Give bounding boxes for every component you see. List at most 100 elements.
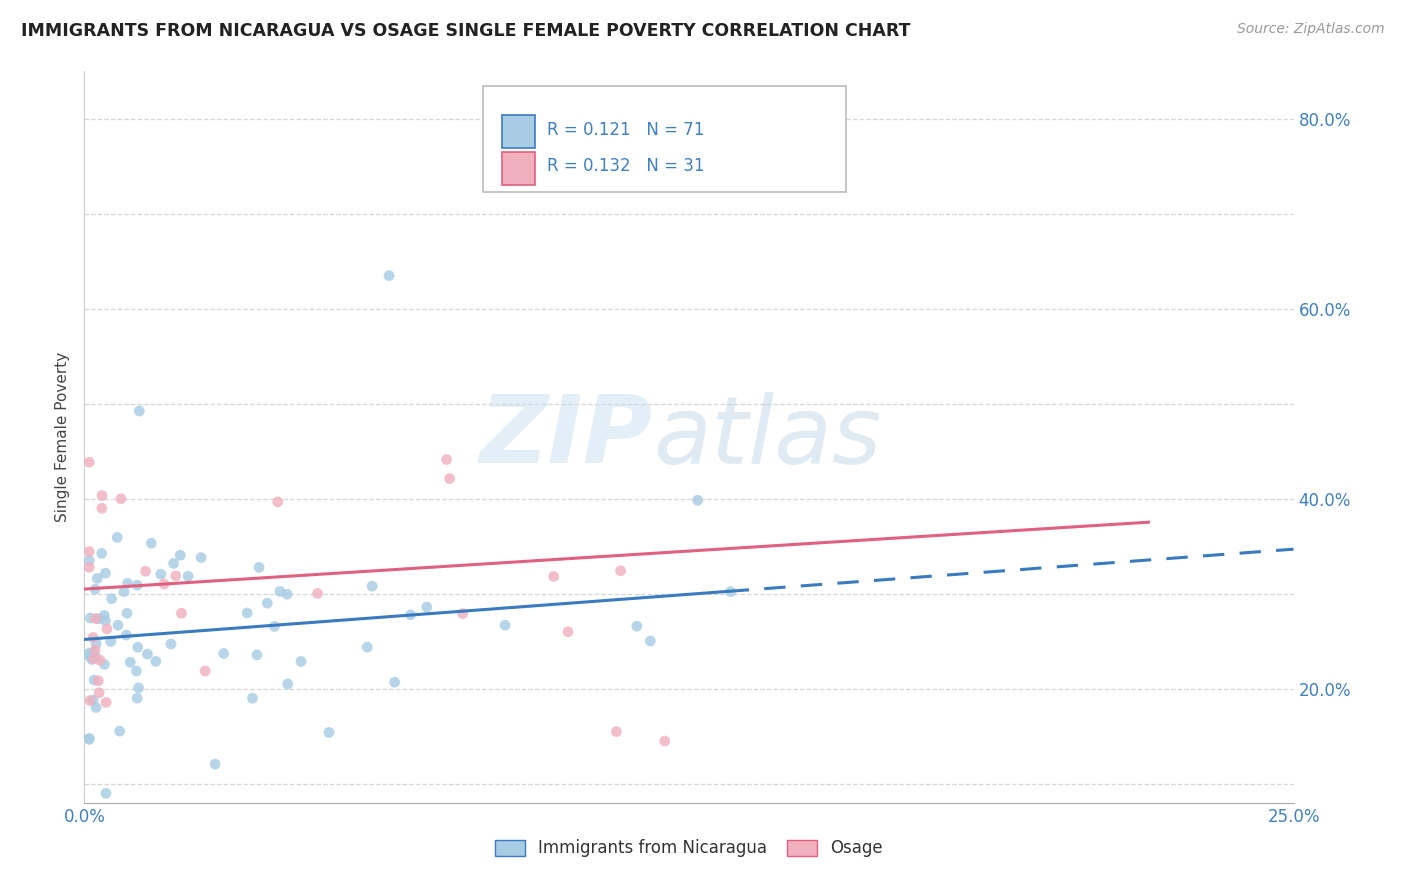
- Point: [263, 619, 285, 633]
- Point: [82, 693, 104, 707]
- Point: [190, 550, 212, 565]
- Bar: [502, 115, 536, 148]
- Point: [626, 619, 648, 633]
- Point: [108, 724, 131, 739]
- Point: [162, 557, 184, 571]
- Point: [127, 640, 149, 655]
- Point: [84, 700, 107, 714]
- Point: [145, 654, 167, 668]
- Point: [90, 546, 112, 560]
- Point: [112, 584, 135, 599]
- Point: [318, 725, 340, 739]
- Point: [77, 732, 100, 747]
- Point: [267, 495, 290, 509]
- Point: [149, 567, 172, 582]
- Point: [125, 664, 148, 678]
- Point: [416, 600, 439, 615]
- Point: [204, 757, 226, 772]
- Point: [165, 569, 187, 583]
- Point: [84, 582, 107, 596]
- Text: ZIP: ZIP: [479, 391, 652, 483]
- Text: IMMIGRANTS FROM NICARAGUA VS OSAGE SINGLE FEMALE POVERTY CORRELATION CHART: IMMIGRANTS FROM NICARAGUA VS OSAGE SINGL…: [21, 22, 911, 40]
- Point: [83, 645, 105, 659]
- Point: [77, 455, 100, 469]
- Point: [384, 675, 406, 690]
- Point: [136, 647, 159, 661]
- Point: [128, 681, 150, 695]
- Point: [135, 564, 157, 578]
- Point: [83, 651, 105, 665]
- Point: [115, 628, 138, 642]
- Point: [94, 566, 117, 581]
- Point: [93, 608, 115, 623]
- Point: [80, 652, 103, 666]
- Text: R = 0.132   N = 31: R = 0.132 N = 31: [547, 158, 704, 176]
- Point: [236, 606, 259, 620]
- Point: [86, 571, 108, 585]
- Point: [100, 591, 122, 606]
- FancyBboxPatch shape: [484, 86, 846, 192]
- Point: [105, 531, 128, 545]
- Point: [399, 607, 422, 622]
- Y-axis label: Single Female Poverty: Single Female Poverty: [55, 352, 70, 522]
- Point: [110, 491, 132, 506]
- Point: [79, 611, 101, 625]
- Point: [84, 636, 107, 650]
- Point: [170, 606, 193, 620]
- Point: [127, 691, 149, 706]
- Point: [557, 624, 579, 639]
- Text: atlas: atlas: [652, 392, 882, 483]
- Point: [356, 640, 378, 654]
- Point: [77, 553, 100, 567]
- Point: [169, 548, 191, 562]
- Point: [89, 686, 111, 700]
- Point: [212, 647, 235, 661]
- Point: [141, 536, 163, 550]
- Point: [100, 634, 122, 648]
- Point: [242, 691, 264, 706]
- Point: [90, 501, 112, 516]
- Point: [153, 577, 176, 591]
- Point: [77, 544, 100, 558]
- Point: [96, 622, 118, 636]
- Point: [177, 569, 200, 583]
- Point: [246, 648, 269, 662]
- Point: [436, 452, 458, 467]
- Point: [83, 673, 105, 687]
- Point: [77, 731, 100, 746]
- Point: [107, 618, 129, 632]
- Point: [77, 646, 100, 660]
- Point: [127, 578, 149, 592]
- Point: [89, 653, 111, 667]
- Point: [609, 564, 631, 578]
- Point: [128, 404, 150, 418]
- Point: [605, 724, 627, 739]
- Text: R = 0.121   N = 71: R = 0.121 N = 71: [547, 121, 704, 139]
- Point: [115, 607, 138, 621]
- Bar: [502, 152, 536, 185]
- Point: [378, 268, 401, 283]
- Point: [87, 612, 110, 626]
- Point: [290, 655, 312, 669]
- Point: [93, 657, 115, 672]
- Point: [77, 649, 100, 664]
- Point: [494, 618, 516, 632]
- Point: [307, 586, 329, 600]
- Text: Source: ZipAtlas.com: Source: ZipAtlas.com: [1237, 22, 1385, 37]
- Point: [120, 655, 142, 669]
- Point: [84, 612, 107, 626]
- Point: [79, 693, 101, 707]
- Point: [269, 584, 291, 599]
- Point: [84, 643, 107, 657]
- Point: [686, 493, 709, 508]
- Point: [654, 734, 676, 748]
- Point: [87, 673, 110, 688]
- Legend: Immigrants from Nicaragua, Osage: Immigrants from Nicaragua, Osage: [488, 832, 890, 864]
- Point: [276, 587, 298, 601]
- Point: [640, 634, 662, 648]
- Point: [439, 472, 461, 486]
- Point: [194, 664, 217, 678]
- Point: [361, 579, 384, 593]
- Point: [77, 560, 100, 574]
- Point: [277, 677, 299, 691]
